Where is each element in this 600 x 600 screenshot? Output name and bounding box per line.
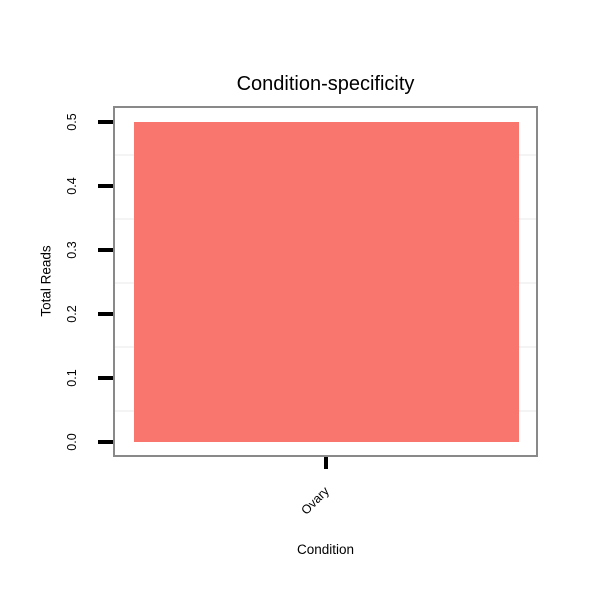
y-tick-label: 0.1 bbox=[65, 369, 79, 387]
x-tick-ovary bbox=[324, 457, 328, 469]
y-tick-0-1 bbox=[98, 376, 113, 380]
y-tick-0-4 bbox=[98, 184, 113, 188]
chart-title: Condition-specificity bbox=[236, 73, 415, 95]
y-tick-0-0 bbox=[98, 440, 113, 444]
plot-panel bbox=[113, 106, 538, 457]
y-tick-label: 0.4 bbox=[65, 177, 79, 195]
y-tick-label: 0.3 bbox=[65, 241, 79, 259]
y-axis-title: Total Reads bbox=[38, 245, 54, 317]
y-tick-label: 0.0 bbox=[65, 433, 79, 451]
y-tick-0-5 bbox=[98, 120, 113, 124]
bar-category-0 bbox=[134, 122, 519, 442]
y-tick-0-2 bbox=[98, 312, 113, 316]
x-axis-title: Condition bbox=[296, 542, 355, 557]
x-tick-label-ovary: Ovary bbox=[298, 484, 332, 518]
y-tick-label: 0.2 bbox=[65, 305, 79, 323]
y-tick-label: 0.5 bbox=[65, 113, 79, 131]
y-tick-0-3 bbox=[98, 248, 113, 252]
